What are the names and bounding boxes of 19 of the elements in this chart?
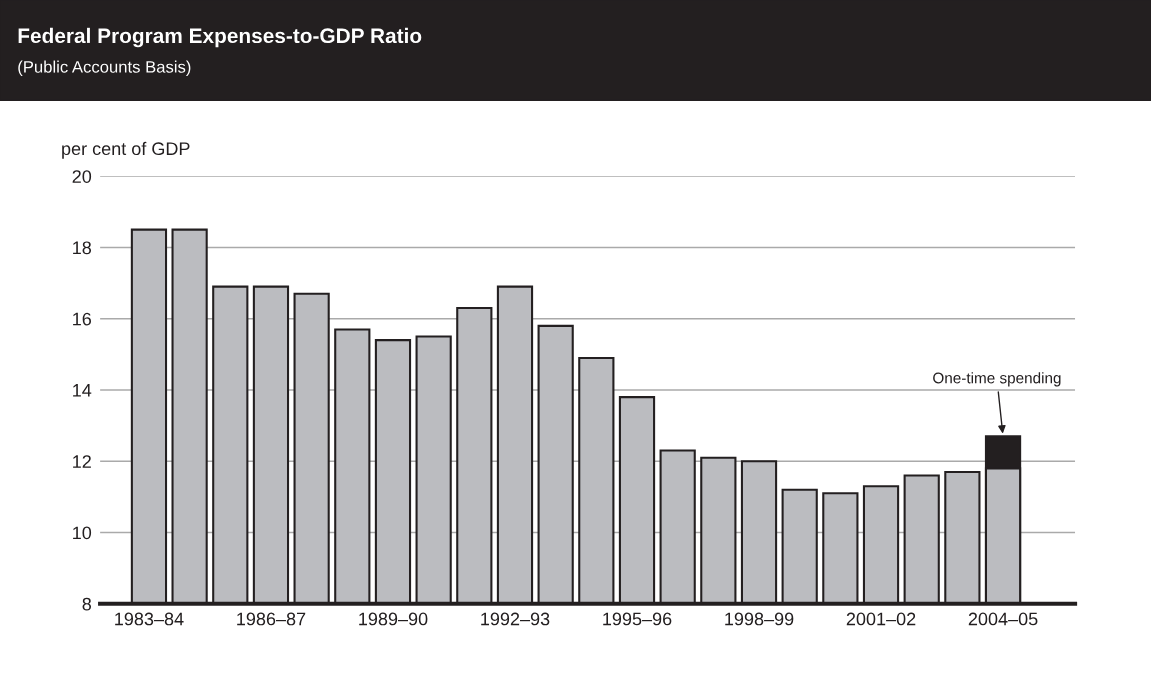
x-tick-label: 1983–84 [115, 612, 184, 626]
x-tick-label: 2004–05 [968, 612, 1038, 626]
y-tick-label: 14 [73, 384, 92, 397]
y-tick-label: 18 [73, 241, 92, 255]
x-tick-label: 1998–99 [725, 612, 794, 626]
chart-title: Federal Program Expenses-to-GDP Ratio [18, 27, 422, 48]
annotation: One-time spending [933, 372, 1061, 387]
y-tick-label: 10 [73, 526, 92, 540]
y-tick-label: 12 [73, 455, 91, 468]
x-tick-label: 1992–93 [481, 612, 550, 626]
x-tick-label: 2001–02 [846, 612, 916, 626]
y-tick-label: 20 [72, 170, 92, 183]
chart-subtitle: (Public Accounts Basis) [18, 60, 191, 77]
y-tick-label: 16 [73, 312, 92, 326]
x-tick-label: 1995–96 [603, 612, 672, 626]
y-axis-title: per cent of GDP [62, 141, 190, 159]
x-tick-label: 1986–87 [237, 612, 306, 626]
y-tick-label: 8 [82, 597, 92, 611]
x-tick-label: 1989–90 [359, 612, 428, 626]
